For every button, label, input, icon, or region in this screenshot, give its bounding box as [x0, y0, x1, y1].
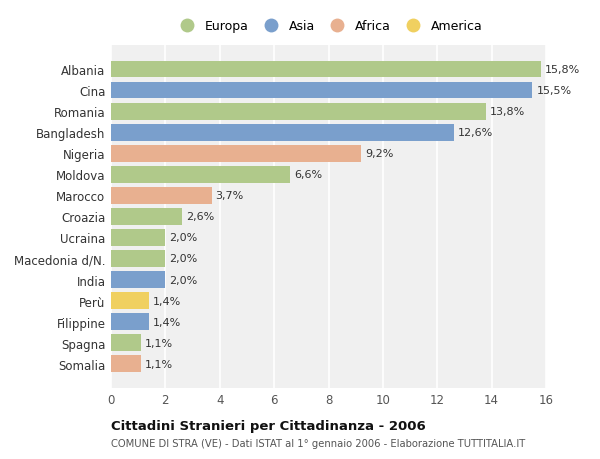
Bar: [111, 167, 290, 183]
Bar: [111, 271, 166, 288]
Bar: [111, 146, 361, 162]
Text: 2,6%: 2,6%: [186, 212, 214, 222]
Legend: Europa, Asia, Africa, America: Europa, Asia, Africa, America: [172, 18, 485, 36]
Text: 15,8%: 15,8%: [545, 65, 580, 75]
Text: 15,5%: 15,5%: [536, 86, 572, 96]
Text: 2,0%: 2,0%: [169, 233, 198, 243]
Bar: [111, 103, 486, 120]
Bar: [111, 313, 149, 330]
Bar: [111, 187, 212, 204]
Text: 2,0%: 2,0%: [169, 254, 198, 264]
Bar: [111, 83, 532, 99]
Bar: [111, 124, 454, 141]
Text: 1,1%: 1,1%: [145, 338, 173, 348]
Bar: [111, 292, 149, 309]
Text: 2,0%: 2,0%: [169, 275, 198, 285]
Bar: [111, 62, 541, 78]
Text: 1,1%: 1,1%: [145, 359, 173, 369]
Bar: [111, 335, 141, 351]
Bar: [111, 251, 166, 267]
Text: 6,6%: 6,6%: [295, 170, 323, 180]
Text: 12,6%: 12,6%: [458, 128, 493, 138]
Text: Cittadini Stranieri per Cittadinanza - 2006: Cittadini Stranieri per Cittadinanza - 2…: [111, 419, 426, 432]
Text: COMUNE DI STRA (VE) - Dati ISTAT al 1° gennaio 2006 - Elaborazione TUTTITALIA.IT: COMUNE DI STRA (VE) - Dati ISTAT al 1° g…: [111, 438, 525, 448]
Bar: [111, 208, 182, 225]
Text: 1,4%: 1,4%: [153, 317, 181, 327]
Bar: [111, 230, 166, 246]
Text: 13,8%: 13,8%: [490, 107, 526, 117]
Bar: [111, 356, 141, 372]
Text: 9,2%: 9,2%: [365, 149, 394, 159]
Text: 3,7%: 3,7%: [215, 191, 244, 201]
Text: 1,4%: 1,4%: [153, 296, 181, 306]
